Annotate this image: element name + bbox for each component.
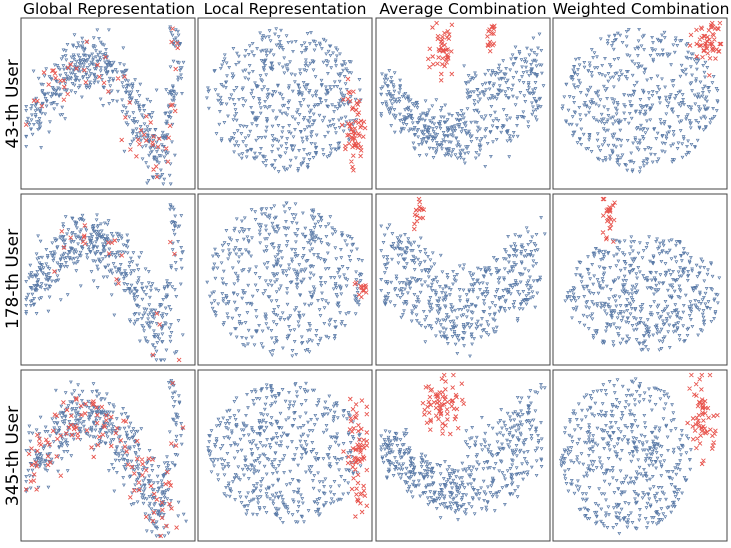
- column-title-local: Local Representation: [204, 0, 367, 18]
- panel-r2-c3: [375, 193, 551, 366]
- user-points: [558, 377, 693, 536]
- user-points: [205, 27, 363, 174]
- panel-r3-c3: [375, 369, 551, 542]
- panel-r1-c4: [552, 17, 728, 190]
- column-title-global: Global Representation: [23, 0, 195, 18]
- panel-r1-c1: [20, 17, 196, 190]
- user-points: [24, 203, 185, 363]
- panel-frame: [552, 17, 728, 190]
- panel-r1-c2: [197, 17, 373, 190]
- user-points: [379, 216, 547, 359]
- panel-r2-c1: [20, 193, 196, 366]
- column-titles: Global Representation Local Representati…: [23, 0, 729, 18]
- highlight-points: [341, 396, 370, 519]
- highlight-points: [52, 223, 182, 363]
- panel-r1-c3: [375, 17, 551, 190]
- highlight-points: [23, 26, 181, 180]
- highlight-points: [352, 280, 369, 300]
- user-points: [206, 381, 363, 525]
- scatter-panels: [20, 17, 728, 542]
- row-label-178: 178-th User: [3, 229, 23, 329]
- highlight-points: [425, 20, 497, 83]
- highlight-points: [600, 196, 617, 245]
- highlight-points: [411, 196, 427, 232]
- row-label-43: 43-th User: [3, 59, 23, 148]
- highlight-points: [23, 380, 186, 539]
- panel-frame: [552, 193, 728, 366]
- user-points: [379, 32, 546, 169]
- panel-r2-c2: [197, 193, 373, 366]
- highlight-points: [420, 372, 467, 437]
- panel-r2-c4: [552, 193, 728, 366]
- panel-r3-c1: [20, 369, 196, 542]
- panel-frame: [375, 369, 551, 542]
- highlight-points: [687, 20, 724, 78]
- user-points: [563, 235, 722, 353]
- highlight-points: [339, 76, 368, 173]
- panel-frame: [197, 193, 373, 366]
- highlight-points: [685, 372, 720, 467]
- panel-r3-c4: [552, 369, 728, 542]
- column-title-weighted: Weighted Combination: [553, 0, 730, 18]
- row-labels: 43-th User 178-th User 345-th User: [3, 59, 23, 506]
- user-points: [560, 27, 720, 174]
- user-points: [379, 383, 547, 522]
- panel-frame: [552, 369, 728, 542]
- row-label-345: 345-th User: [3, 406, 23, 506]
- panel-frame: [375, 17, 551, 190]
- panel-frame: [375, 193, 551, 366]
- panel-r3-c2: [197, 369, 373, 542]
- user-points: [205, 201, 364, 358]
- column-title-average: Average Combination: [379, 0, 546, 18]
